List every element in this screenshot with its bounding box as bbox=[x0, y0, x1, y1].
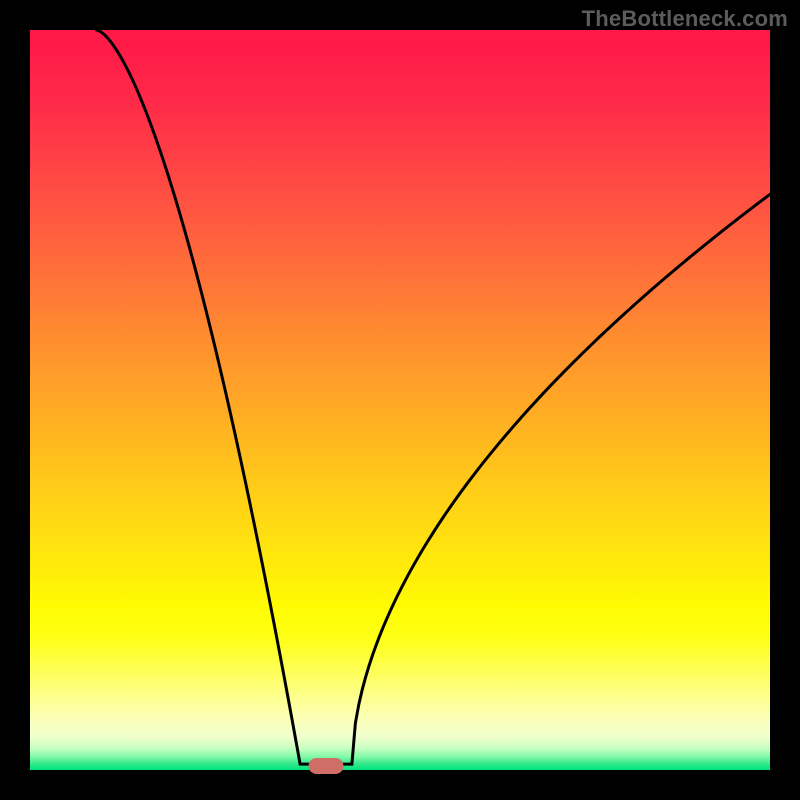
plot-area bbox=[30, 30, 770, 770]
curve-right-branch bbox=[326, 194, 770, 764]
optimum-marker bbox=[309, 758, 344, 774]
bottleneck-curve bbox=[30, 30, 770, 770]
curve-left-branch bbox=[97, 30, 326, 764]
watermark-text: TheBottleneck.com bbox=[582, 6, 788, 32]
